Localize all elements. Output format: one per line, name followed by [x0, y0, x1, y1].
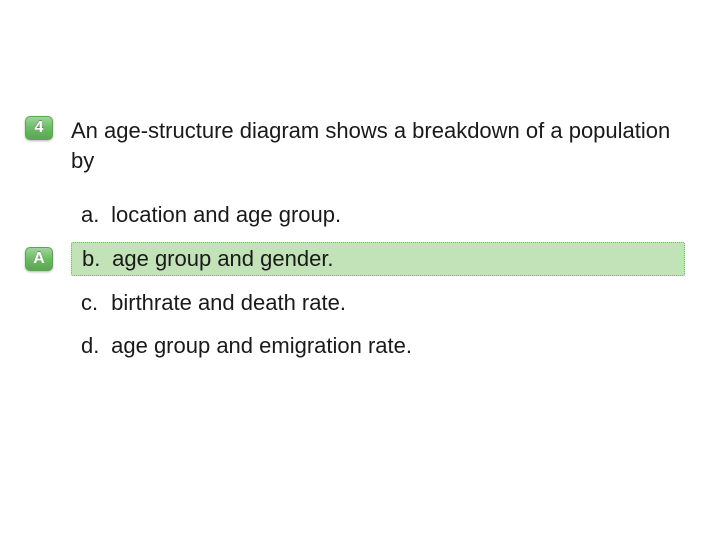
answer-badge: A	[25, 247, 53, 271]
option-row-a[interactable]: a. location and age group.	[25, 199, 685, 231]
option-label: birthrate and death rate.	[111, 290, 346, 315]
option-letter: a.	[81, 202, 105, 228]
option-row-b[interactable]: A b. age group and gender.	[25, 242, 685, 276]
option-letter: b.	[82, 246, 106, 272]
options-list: a. location and age group. A b. age grou…	[25, 199, 685, 362]
option-c: c. birthrate and death rate.	[71, 287, 685, 319]
question-text: An age-structure diagram shows a breakdo…	[71, 116, 685, 175]
option-row-c[interactable]: c. birthrate and death rate.	[25, 287, 685, 319]
option-d: d. age group and emigration rate.	[71, 330, 685, 362]
question-number-badge: 4	[25, 116, 53, 140]
answer-badge-slot: A	[25, 247, 53, 271]
option-letter: d.	[81, 333, 105, 359]
option-letter: c.	[81, 290, 105, 316]
quiz-content: 4 An age-structure diagram shows a break…	[25, 116, 685, 373]
option-b: b. age group and gender.	[71, 242, 685, 276]
option-label: age group and gender.	[112, 246, 333, 271]
option-label: location and age group.	[111, 202, 341, 227]
option-a: a. location and age group.	[71, 199, 685, 231]
question-row: 4 An age-structure diagram shows a break…	[25, 116, 685, 175]
option-label: age group and emigration rate.	[111, 333, 412, 358]
option-row-d[interactable]: d. age group and emigration rate.	[25, 330, 685, 362]
